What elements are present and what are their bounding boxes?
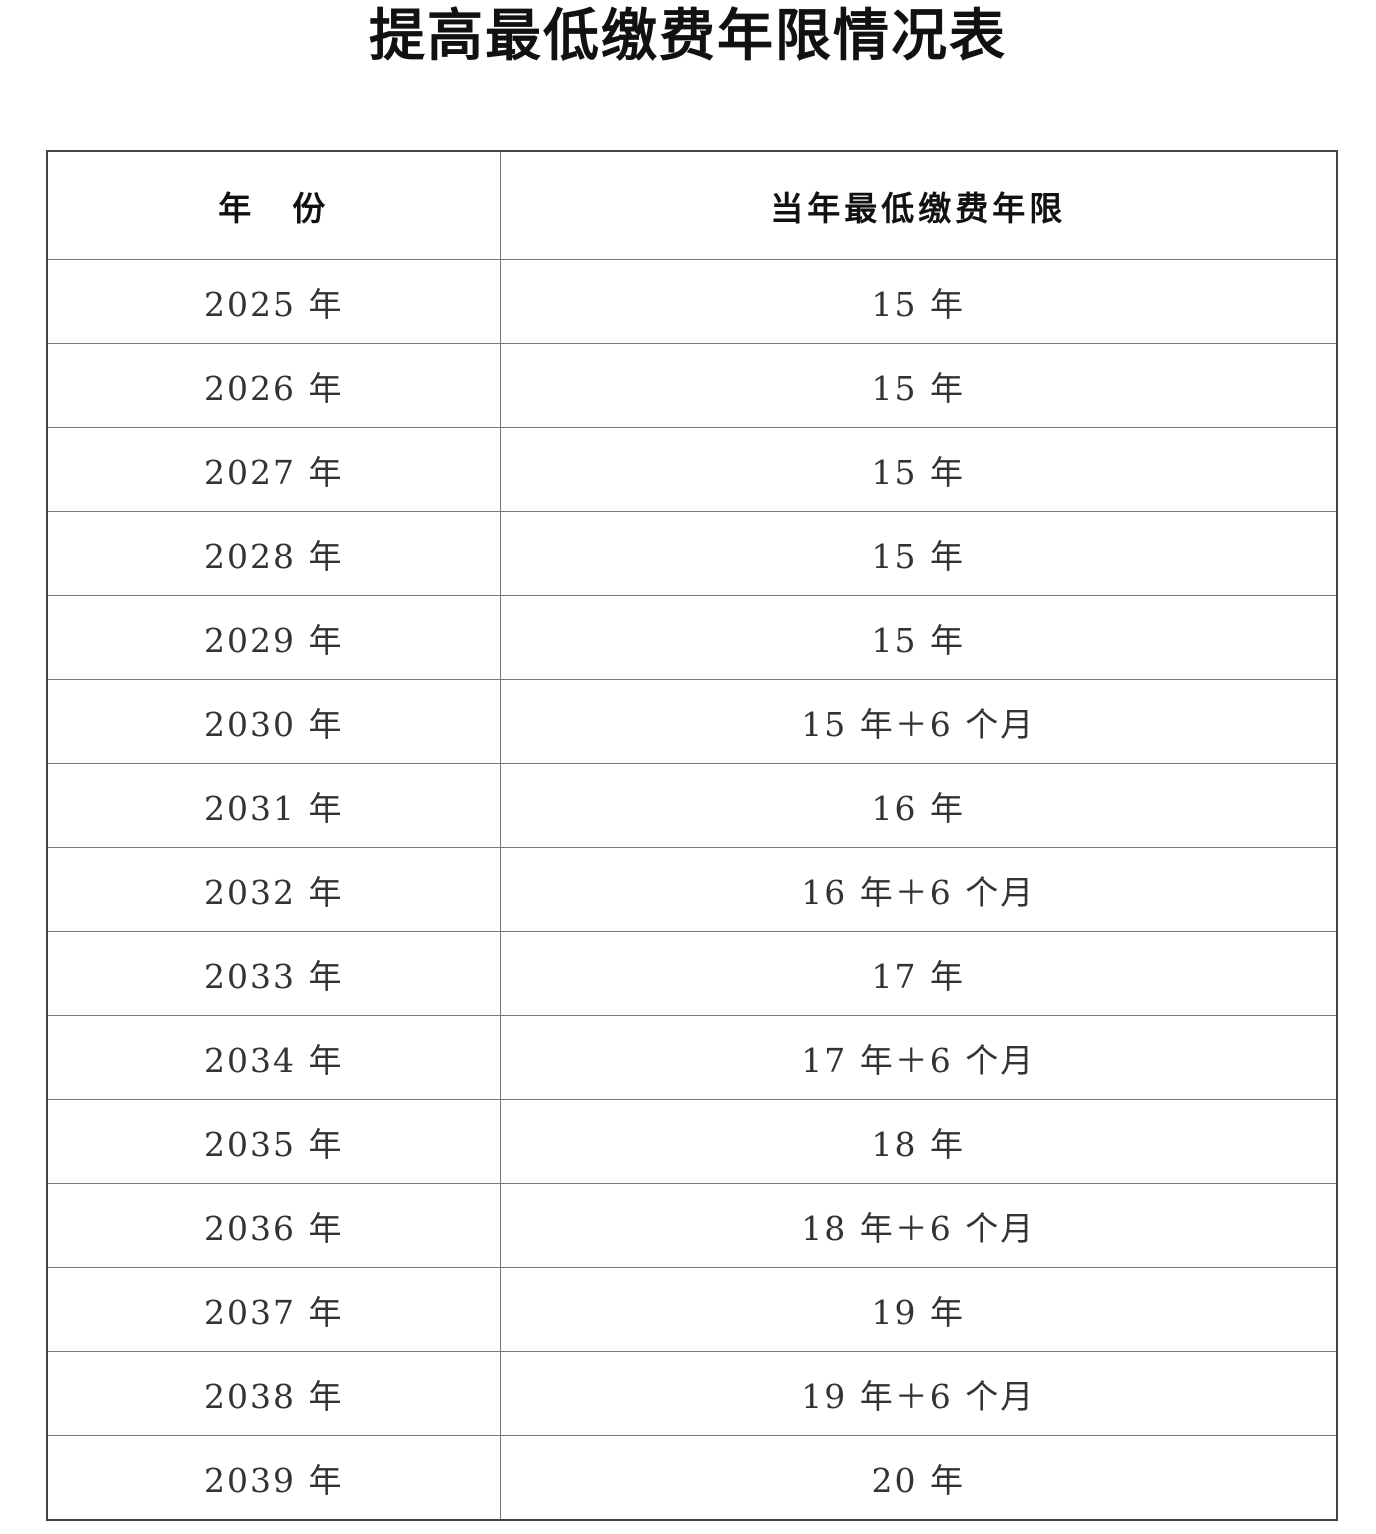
year-cell: 2034 年: [46, 1015, 501, 1100]
year-cell: 2032 年: [46, 847, 501, 932]
min-years-cell: 15 年: [499, 427, 1338, 512]
min-years-cell: 18 年＋6 个月: [499, 1183, 1338, 1268]
table-row: 2038 年 19 年＋6 个月: [46, 1351, 1338, 1436]
table-row: 2029 年 15 年: [46, 595, 1338, 680]
year-cell: 2035 年: [46, 1099, 501, 1184]
min-years-cell: 17 年: [499, 931, 1338, 1016]
table-row: 2036 年 18 年＋6 个月: [46, 1183, 1338, 1268]
year-cell: 2029 年: [46, 595, 501, 680]
table-row: 2025 年 15 年: [46, 259, 1338, 344]
table-row: 2027 年 15 年: [46, 427, 1338, 512]
year-cell: 2033 年: [46, 931, 501, 1016]
year-cell: 2038 年: [46, 1351, 501, 1436]
year-cell: 2031 年: [46, 763, 501, 848]
min-years-cell: 17 年＋6 个月: [499, 1015, 1338, 1100]
min-years-cell: 18 年: [499, 1099, 1338, 1184]
min-years-cell: 15 年: [499, 511, 1338, 596]
header-year: 年 份: [46, 150, 501, 260]
table-row: 2028 年 15 年: [46, 511, 1338, 596]
year-cell: 2036 年: [46, 1183, 501, 1268]
min-years-cell: 20 年: [499, 1435, 1338, 1521]
table-row: 2030 年 15 年＋6 个月: [46, 679, 1338, 764]
min-years-cell: 15 年: [499, 259, 1338, 344]
year-cell: 2027 年: [46, 427, 501, 512]
table-row: 2026 年 15 年: [46, 343, 1338, 428]
min-years-cell: 16 年: [499, 763, 1338, 848]
table-row: 2035 年 18 年: [46, 1099, 1338, 1184]
min-years-cell: 19 年＋6 个月: [499, 1351, 1338, 1436]
year-cell: 2037 年: [46, 1267, 501, 1352]
year-cell: 2026 年: [46, 343, 501, 428]
table-row: 2034 年 17 年＋6 个月: [46, 1015, 1338, 1100]
header-min-years: 当年最低缴费年限: [499, 150, 1338, 260]
table-row: 2031 年 16 年: [46, 763, 1338, 848]
table-header-row: 年 份 当年最低缴费年限: [46, 150, 1338, 260]
min-years-cell: 15 年: [499, 343, 1338, 428]
year-cell: 2039 年: [46, 1435, 501, 1521]
page-title: 提高最低缴费年限情况表: [369, 3, 1007, 69]
min-years-cell: 19 年: [499, 1267, 1338, 1352]
min-years-cell: 16 年＋6 个月: [499, 847, 1338, 932]
year-cell: 2028 年: [46, 511, 501, 596]
min-years-cell: 15 年: [499, 595, 1338, 680]
min-years-cell: 15 年＋6 个月: [499, 679, 1338, 764]
table-row: 2037 年 19 年: [46, 1267, 1338, 1352]
year-cell: 2025 年: [46, 259, 501, 344]
table-row: 2032 年 16 年＋6 个月: [46, 847, 1338, 932]
table-row: 2033 年 17 年: [46, 931, 1338, 1016]
table-row: 2039 年 20 年: [46, 1435, 1338, 1521]
year-cell: 2030 年: [46, 679, 501, 764]
